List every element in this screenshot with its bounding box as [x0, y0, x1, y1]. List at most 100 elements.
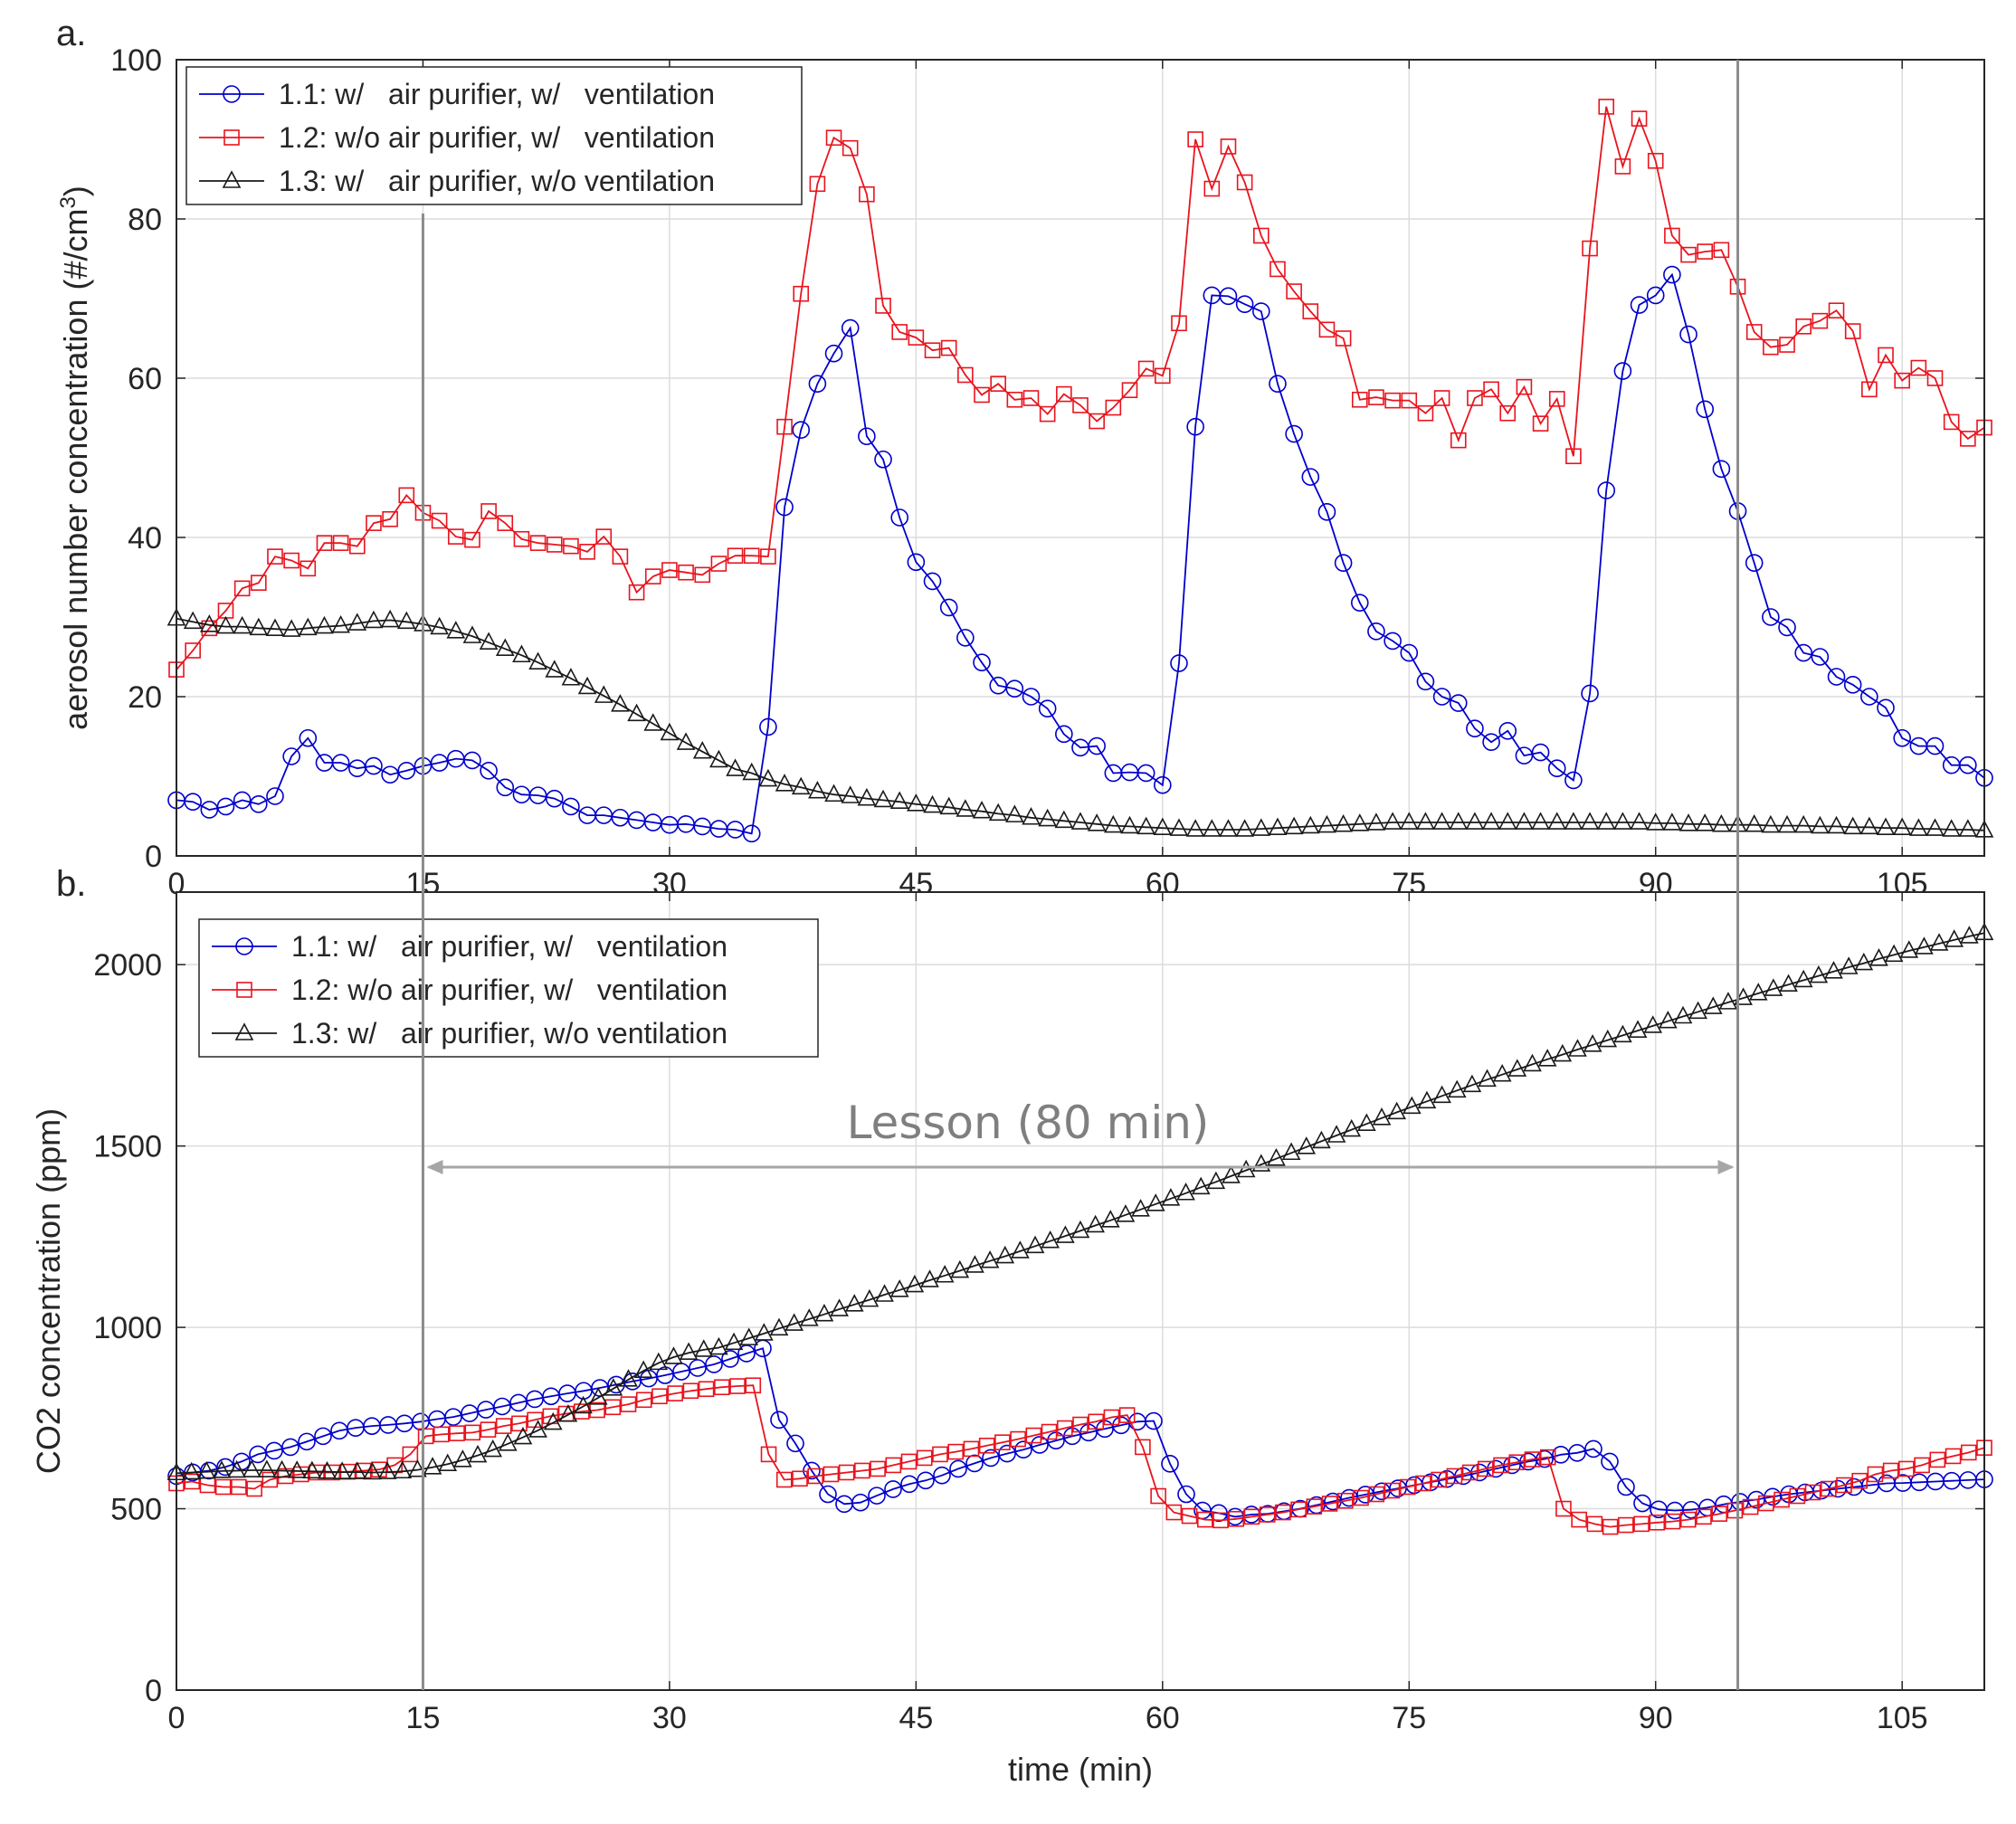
data-point	[649, 1352, 669, 1371]
data-point	[1893, 728, 1911, 747]
data-point	[1633, 1494, 1651, 1513]
data-point	[396, 611, 416, 630]
data-point	[859, 185, 875, 203]
y-tick-label: 60	[128, 362, 162, 396]
data-point	[1306, 1498, 1323, 1515]
data-point	[978, 1437, 995, 1454]
data-point	[851, 1493, 870, 1512]
data-point	[1165, 1504, 1183, 1521]
data-point	[1185, 819, 1205, 837]
data-point	[423, 1457, 442, 1475]
panel-b-legend: 1.1: w/ air purifier, w/ ventilation 1.2:…	[198, 918, 819, 1058]
data-point	[453, 1449, 472, 1468]
data-point	[612, 548, 629, 565]
data-point	[300, 560, 317, 577]
data-point	[824, 784, 843, 803]
data-point	[299, 728, 318, 747]
y-tick-label: 20	[128, 680, 162, 715]
data-point	[1135, 1439, 1151, 1456]
data-point	[402, 1446, 419, 1463]
data-point	[1267, 1147, 1286, 1166]
data-point	[890, 508, 909, 527]
data-point	[496, 778, 515, 797]
data-point	[1827, 815, 1846, 834]
data-point	[1285, 424, 1303, 443]
data-point	[633, 1360, 653, 1378]
data-point	[1219, 819, 1238, 837]
data-point	[1150, 1487, 1166, 1505]
data-point	[250, 794, 268, 813]
data-point	[875, 1284, 894, 1302]
data-point	[1555, 1500, 1572, 1517]
data-point	[1176, 1183, 1195, 1201]
data-point	[1679, 1511, 1697, 1528]
data-point	[755, 1323, 774, 1341]
data-point	[331, 754, 350, 772]
data-point	[635, 1392, 652, 1409]
data-point	[251, 575, 267, 591]
data-point	[480, 503, 497, 519]
data-point	[1718, 992, 1738, 1010]
data-point	[1537, 1049, 1557, 1067]
data-point	[1649, 1514, 1666, 1531]
data-point	[1613, 362, 1632, 380]
data-point	[1087, 813, 1107, 831]
data-point	[1789, 1487, 1806, 1505]
legend-label: 1.1: w/ air purifier, w/ ventilation	[291, 930, 727, 963]
data-point	[430, 616, 449, 635]
data-point	[628, 584, 645, 601]
data-point	[1014, 1440, 1032, 1458]
data-point	[1462, 1074, 1482, 1093]
data-point	[679, 1342, 699, 1360]
panel-a-label: a.	[56, 14, 86, 53]
data-point	[775, 498, 794, 517]
data-point	[1038, 808, 1058, 827]
data-point	[1321, 1496, 1338, 1512]
data-point	[1524, 1451, 1541, 1468]
data-point	[1914, 1457, 1930, 1474]
data-point	[479, 632, 499, 650]
data-point	[884, 1480, 902, 1498]
data-point	[184, 793, 202, 811]
data-point	[363, 1461, 382, 1480]
data-point	[1762, 608, 1780, 626]
data-point	[1384, 1482, 1401, 1499]
data-point	[298, 1432, 316, 1451]
data-point	[724, 1332, 744, 1351]
data-point	[729, 1378, 746, 1394]
data-point	[1695, 813, 1715, 831]
data-point	[1712, 813, 1731, 832]
data-point	[1516, 378, 1533, 395]
data-point	[775, 774, 794, 792]
data-point	[1481, 812, 1501, 830]
data-point	[1055, 725, 1073, 744]
data-point	[1131, 1199, 1150, 1217]
data-point	[431, 512, 448, 529]
data-point	[1318, 321, 1336, 338]
data-point	[498, 1433, 518, 1451]
data-point	[462, 625, 482, 643]
panel-a-gridlines	[176, 59, 1984, 857]
panel-a-y-axis-label: aerosol number concentration (#/cm3)	[56, 185, 95, 730]
data-point	[974, 386, 990, 404]
data-point	[1461, 1464, 1479, 1481]
data-point	[1337, 1492, 1354, 1509]
data-point	[775, 1471, 793, 1488]
data-point	[1493, 1457, 1509, 1474]
data-point	[1809, 964, 1829, 983]
panel-b-tick-labels: 0 15 30 45 60 75 90 105 0 500 1000 1500 2000	[93, 948, 1927, 1735]
legend-label: 1.1: w/ air purifier, w/ ventilation	[279, 78, 715, 110]
data-point	[1169, 818, 1189, 836]
data-point	[1251, 1154, 1271, 1172]
data-point	[1894, 372, 1910, 389]
data-point	[1613, 812, 1632, 830]
data-point	[1748, 983, 1768, 1001]
data-point	[464, 1424, 481, 1441]
data-point	[298, 617, 318, 636]
data-point	[1960, 926, 1979, 944]
data-point	[1054, 810, 1074, 829]
data-point	[1945, 1448, 1962, 1465]
data-point	[1839, 956, 1859, 974]
